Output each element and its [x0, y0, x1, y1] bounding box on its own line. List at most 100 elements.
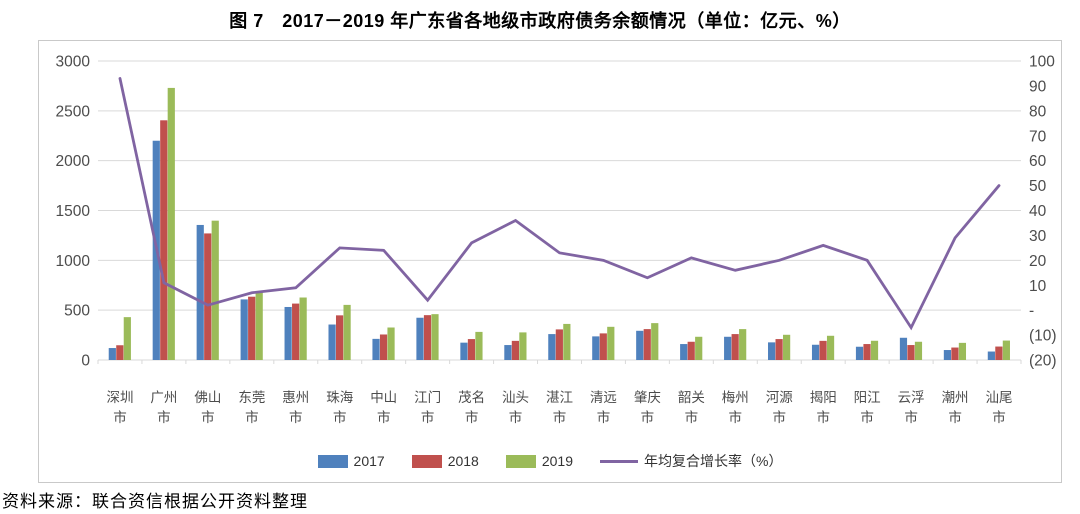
right-axis-label: 80	[1029, 103, 1047, 120]
category-label: 市	[816, 409, 830, 425]
category-label: 阳江	[854, 390, 881, 405]
bar-2017-惠州市	[284, 306, 292, 360]
category-label: 河源	[766, 390, 793, 405]
bar-2018-佛山市	[204, 233, 212, 360]
combo-chart: 0 500 1000 1500 2000 2500 3000 100 90 80 70 60 50 40 3…	[56, 54, 1057, 426]
bar-2018-揭阳市	[819, 340, 827, 360]
bar-2019-珠海市	[343, 304, 351, 360]
legend-label: 2018	[447, 453, 479, 469]
left-axis-label: 1500	[56, 203, 91, 220]
category-label: 市	[597, 409, 611, 425]
bar-2019-汕尾市	[1002, 340, 1010, 360]
left-axis-label: 0	[81, 353, 90, 370]
category-label: 市	[157, 409, 171, 425]
bar-2018-汕头市	[511, 340, 519, 360]
category-label: 惠州	[282, 390, 309, 405]
bar-2019-汕头市	[519, 332, 527, 360]
legend-label: 2019	[541, 453, 573, 469]
bar-2019-湛江市	[563, 323, 571, 360]
category-label: 肇庆	[634, 390, 661, 405]
category-label: 广州	[150, 390, 177, 405]
category-label: 市	[509, 409, 523, 425]
bar-2017-湛江市	[548, 334, 556, 360]
source-note: 资料来源：联合资信根据公开资料整理	[2, 492, 308, 511]
bar-2017-梅州市	[724, 336, 732, 360]
left-axis-label: 3000	[56, 54, 91, 71]
category-label: 湛江	[546, 390, 573, 405]
left-axis-label: 500	[64, 303, 90, 320]
bar-2017-河源市	[768, 342, 776, 360]
left-axis-label: 1000	[56, 253, 91, 270]
category-label: 市	[465, 409, 479, 425]
category-label: 市	[641, 409, 655, 425]
category-label: 市	[289, 409, 303, 425]
bar-2017-江门市	[416, 317, 424, 360]
bar-2017-东莞市	[240, 299, 248, 360]
bar-2019-潮州市	[958, 342, 967, 360]
cagr-line	[118, 77, 1001, 331]
category-label: 深圳	[106, 390, 133, 405]
figure-title: 图 7 2017－2019 年广东省各地级市政府债务余额情况（单位：亿元、%）	[229, 11, 851, 31]
bar-2019-清远市	[607, 326, 615, 360]
legend-item-2017: 2017	[317, 453, 385, 469]
category-label: 市	[904, 409, 918, 425]
category-label: 市	[333, 409, 347, 425]
bar-2018-韶关市	[687, 341, 695, 360]
bar-2018-茂名市	[467, 339, 476, 360]
bar-2019-肇庆市	[651, 323, 659, 360]
bar-2018-梅州市	[731, 334, 739, 360]
category-label: 珠海	[326, 390, 353, 405]
bar-2018-汕尾市	[995, 346, 1003, 360]
bar-2017-清远市	[592, 336, 600, 360]
left-axis-label: 2000	[56, 153, 91, 170]
right-axis-label: 30	[1029, 228, 1047, 245]
legend-item-2018: 2018	[411, 453, 479, 469]
left-axis-label: 2500	[56, 103, 91, 120]
legend-item-cagr: 年均复合增长率（%）	[600, 451, 782, 471]
category-label: 江门	[414, 390, 441, 405]
category-label: 市	[201, 409, 215, 425]
bar-2017-潮州市	[943, 350, 952, 360]
category-label: 市	[948, 409, 962, 425]
bar-2017-佛山市	[196, 224, 204, 360]
bar-2018-云浮市	[907, 345, 915, 360]
right-axis-label: 10	[1029, 278, 1047, 295]
legend-swatch-icon	[411, 454, 442, 468]
category-label: 市	[421, 409, 435, 425]
category-label: 佛山	[194, 390, 221, 405]
right-axis-label: 50	[1029, 178, 1047, 195]
right-axis-label: -	[1029, 303, 1034, 320]
category-label: 茂名	[458, 389, 485, 405]
category-label: 市	[377, 409, 391, 425]
bar-2019-中山市	[387, 327, 395, 360]
category-label: 市	[992, 409, 1006, 425]
bar-2019-韶关市	[695, 336, 703, 360]
category-label: 东莞	[238, 390, 265, 405]
bar-2017-珠海市	[328, 324, 336, 360]
bar-2018-江门市	[423, 315, 432, 360]
bar-2019-江门市	[431, 314, 439, 360]
legend-swatch-icon	[505, 454, 536, 468]
category-label: 云浮	[898, 390, 925, 405]
legend-swatch-icon	[317, 454, 348, 468]
bar-2019-惠州市	[299, 297, 307, 360]
bar-2019-河源市	[783, 334, 791, 360]
bar-2017-深圳市	[108, 348, 116, 360]
right-axis-label: 60	[1029, 153, 1047, 170]
category-label: 梅州	[722, 390, 749, 405]
right-axis-label: (10)	[1029, 328, 1057, 345]
bar-2018-阳江市	[863, 344, 871, 360]
bar-2017-汕头市	[504, 345, 512, 360]
bar-2017-中山市	[372, 338, 380, 360]
category-label: 市	[773, 409, 787, 425]
bar-2018-中山市	[379, 334, 388, 360]
bar-2019-深圳市	[123, 317, 131, 360]
right-axis-label: 20	[1029, 253, 1047, 270]
category-label: 市	[113, 409, 127, 425]
right-axis-label: 40	[1029, 203, 1047, 220]
bar-2019-梅州市	[739, 329, 747, 360]
bar-2018-深圳市	[116, 345, 124, 360]
bar-2019-东莞市	[255, 291, 263, 360]
bar-2018-肇庆市	[643, 329, 651, 360]
